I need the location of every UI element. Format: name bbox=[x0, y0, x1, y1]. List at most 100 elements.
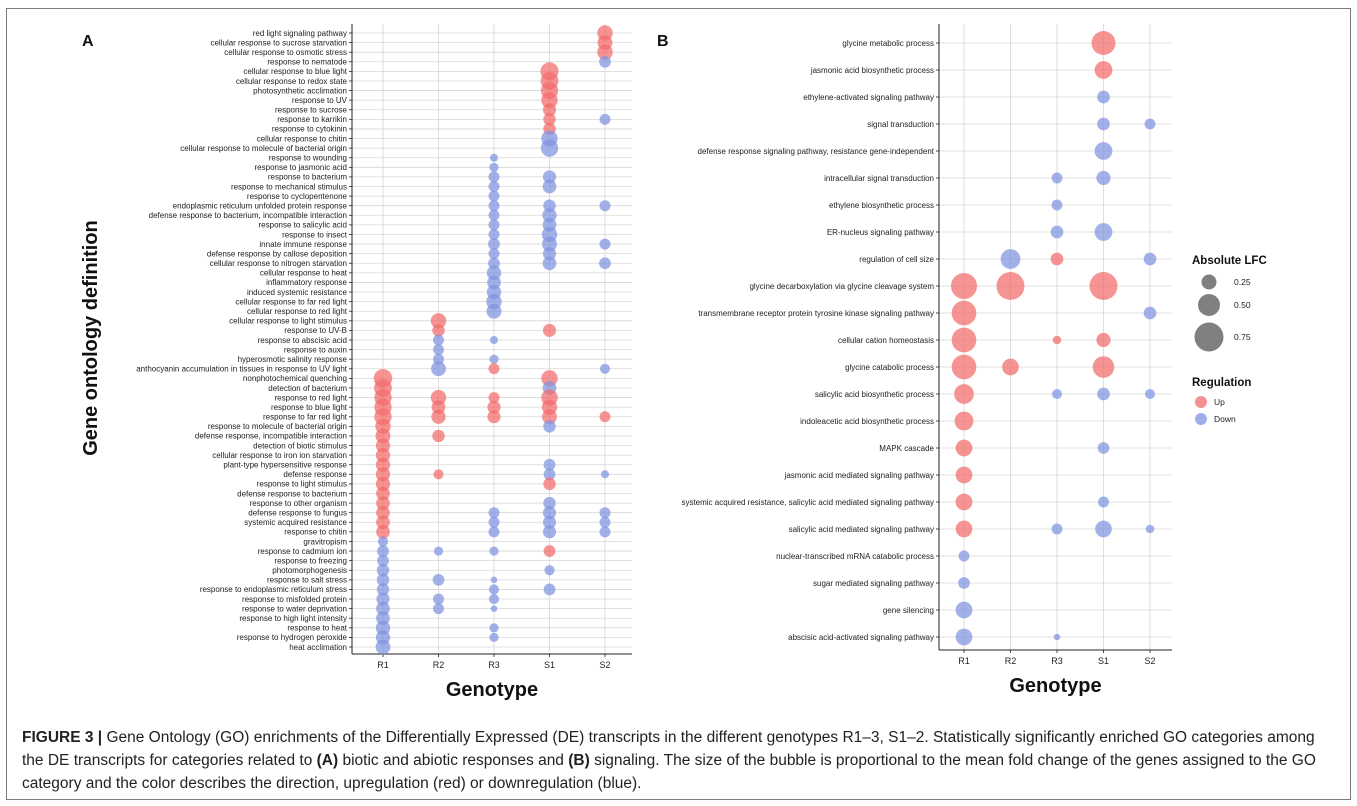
y-tick-label-response-to-freezing: response to freezing bbox=[275, 556, 348, 565]
panel-label-a: A bbox=[82, 33, 94, 50]
y-tick-label-cellular-response-to-chitin: cellular response to chitin bbox=[257, 134, 347, 143]
data-point bbox=[487, 410, 501, 424]
data-point bbox=[599, 55, 611, 68]
data-point bbox=[375, 639, 391, 655]
data-point bbox=[432, 324, 445, 337]
data-point bbox=[955, 628, 973, 646]
x-tick-label-s2: S2 bbox=[1144, 656, 1155, 666]
data-point bbox=[1051, 388, 1063, 400]
y-tick-label-inflammatory-response: inflammatory response bbox=[266, 278, 347, 287]
data-point bbox=[996, 272, 1025, 300]
legend-size-bubble bbox=[1198, 294, 1220, 316]
caption-text-3: signaling. The size of the bubble is pro… bbox=[22, 752, 1316, 792]
figure-label: FIGURE 3 | bbox=[22, 729, 103, 746]
caption-ref-a: (A) bbox=[316, 752, 339, 769]
data-point bbox=[376, 505, 390, 520]
y-tick-label-defense-response-incompatible-interaction: defense response, incompatible interacti… bbox=[195, 432, 347, 441]
y-tick-label-glycine-catabolic-process: glycine catabolic process bbox=[845, 363, 934, 372]
y-tick-label-response-to-high-light-intensity: response to high light intensity bbox=[239, 614, 347, 623]
y-tick-label-systemic-acquired-resistance: systemic acquired resistance bbox=[244, 518, 347, 527]
y-tick-label-cellular-cation-homeostasis: cellular cation homeostasis bbox=[838, 336, 934, 345]
caption-text-2: biotic and abiotic responses and bbox=[338, 752, 569, 769]
data-point bbox=[1094, 223, 1113, 241]
data-point bbox=[1052, 335, 1062, 345]
data-point bbox=[1097, 117, 1110, 131]
y-tick-label-hyperosmotic-salinity-response: hyperosmotic salinity response bbox=[238, 355, 348, 364]
legend-color-label-down: Down bbox=[1214, 414, 1236, 424]
y-tick-label-response-to-nematode: response to nematode bbox=[267, 58, 347, 67]
data-point bbox=[543, 583, 556, 596]
y-tick-label-defense-response: defense response bbox=[283, 470, 347, 479]
data-point bbox=[955, 493, 973, 511]
data-point bbox=[376, 515, 390, 530]
data-point bbox=[490, 605, 498, 612]
y-tick-label-response-to-red-light: response to red light bbox=[275, 393, 348, 402]
data-point bbox=[599, 363, 611, 374]
y-tick-label-indoleacetic-acid-biosynthetic-process: indoleacetic acid biosynthetic process bbox=[800, 417, 934, 426]
y-tick-label-response-to-molecule-of-bacterial-origin: response to molecule of bacterial origin bbox=[208, 422, 347, 431]
data-point bbox=[488, 363, 500, 375]
data-point bbox=[958, 577, 970, 589]
data-point bbox=[1144, 118, 1156, 130]
data-point bbox=[542, 103, 557, 117]
data-point bbox=[376, 583, 390, 596]
data-point bbox=[543, 113, 556, 126]
legend-size-label: 0.50 bbox=[1234, 300, 1251, 310]
legend-color-label-up: Up bbox=[1214, 397, 1225, 407]
data-point bbox=[542, 515, 557, 529]
data-point bbox=[542, 323, 557, 337]
y-tick-label-response-to-karrikin: response to karrikin bbox=[277, 115, 347, 124]
data-point bbox=[599, 200, 611, 212]
data-point bbox=[1092, 356, 1115, 378]
data-point bbox=[488, 190, 500, 202]
y-tick-label-defense-response-to-bacterium: defense response to bacterium bbox=[237, 489, 347, 498]
data-point bbox=[433, 469, 444, 480]
y-tick-label-response-to-endoplasmic-reticulum-stress: response to endoplasmic reticulum stress bbox=[200, 585, 347, 594]
figure-caption: FIGURE 3 | Gene Ontology (GO) enrichment… bbox=[22, 726, 1337, 795]
data-point bbox=[955, 439, 973, 457]
data-point bbox=[600, 470, 610, 479]
data-point bbox=[376, 601, 390, 616]
y-tick-label-systemic-acquired-resistance-salicylic-acid-mediated-signaling-pathway: systemic acquired resistance, salicylic … bbox=[681, 498, 934, 507]
y-tick-label-response-to-jasmonic-acid: response to jasmonic acid bbox=[255, 163, 348, 172]
data-point bbox=[488, 238, 500, 250]
y-tick-label-photomorphogenesis: photomorphogenesis bbox=[272, 566, 347, 575]
data-point bbox=[1143, 252, 1157, 266]
data-point bbox=[430, 313, 447, 329]
caption-text-1: Gene Ontology (GO) enrichments of the Di… bbox=[22, 729, 1315, 769]
y-tick-label-response-to-sucrose: response to sucrose bbox=[275, 106, 348, 115]
panel-b: glycine metabolic process jasmonic acid b… bbox=[657, 24, 1172, 697]
y-tick-label-gene-silencing: gene silencing bbox=[883, 606, 934, 615]
data-point bbox=[1002, 358, 1019, 376]
data-point bbox=[955, 520, 973, 538]
x-axis-title: Genotype bbox=[446, 679, 538, 701]
data-point bbox=[958, 550, 970, 562]
y-tick-label-er-nucleus-signaling-pathway: ER-nucleus signaling pathway bbox=[827, 228, 934, 237]
x-tick-label-r1: R1 bbox=[377, 660, 389, 670]
data-point bbox=[1091, 31, 1116, 55]
data-point bbox=[1089, 272, 1118, 300]
legend-size-label: 0.25 bbox=[1234, 277, 1251, 287]
y-tick-label-response-to-heat: response to heat bbox=[287, 624, 347, 633]
data-point bbox=[488, 219, 500, 231]
data-point bbox=[543, 545, 556, 557]
data-point bbox=[488, 507, 500, 519]
data-point bbox=[433, 603, 444, 615]
y-tick-label-ethylene-activated-signaling-pathway: ethylene-activated signaling pathway bbox=[803, 93, 934, 102]
data-point bbox=[954, 384, 974, 404]
data-point bbox=[599, 507, 611, 519]
y-tick-label-jasmonic-acid-biosynthetic-process: jasmonic acid biosynthetic process bbox=[810, 66, 934, 75]
data-point bbox=[489, 335, 499, 345]
data-point bbox=[489, 632, 499, 643]
data-point bbox=[488, 526, 500, 538]
y-tick-label-response-to-cytokinin: response to cytokinin bbox=[272, 125, 347, 134]
data-point bbox=[543, 496, 556, 510]
data-point bbox=[377, 554, 389, 567]
y-tick-label-innate-immune-response: innate immune response bbox=[259, 240, 347, 249]
data-point bbox=[376, 564, 390, 577]
y-tick-label-cellular-response-to-heat: cellular response to heat bbox=[260, 269, 348, 278]
y-tick-label-defense-response-to-fungus: defense response to fungus bbox=[248, 508, 347, 517]
y-tick-label-nuclear-transcribed-mrna-catabolic-process: nuclear-transcribed mRNA catabolic proce… bbox=[776, 552, 934, 561]
data-point bbox=[542, 525, 557, 539]
